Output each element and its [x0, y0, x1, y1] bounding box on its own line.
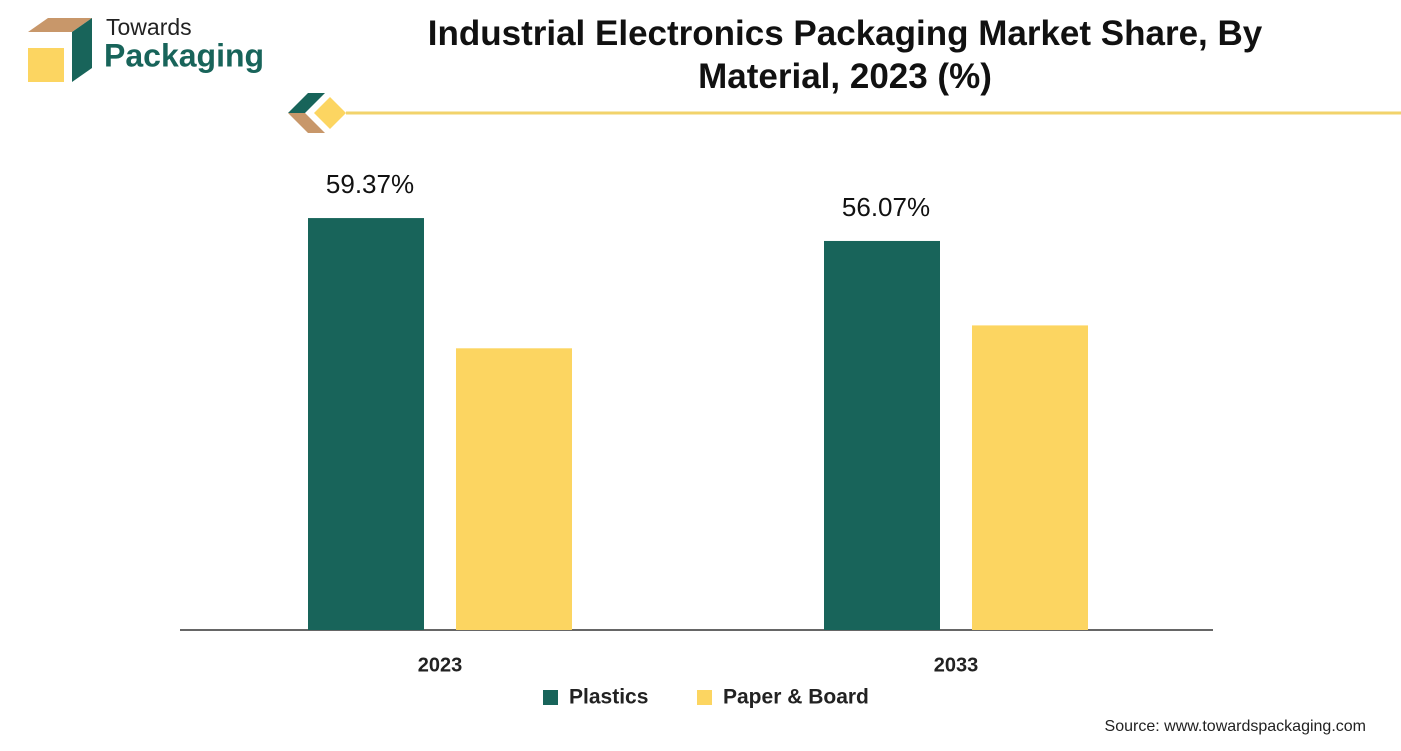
logo-box-front — [28, 48, 64, 82]
x-tick-label: 2023 — [418, 654, 463, 676]
legend-swatch — [697, 690, 712, 705]
data-label: 59.37% — [326, 169, 414, 199]
bar — [456, 348, 572, 630]
logo-box-top — [28, 18, 92, 32]
bar — [824, 240, 940, 631]
logo-line2: Packaging — [104, 37, 264, 73]
legend-label: Paper & Board — [723, 686, 869, 709]
legend-swatch — [543, 690, 558, 705]
deco-shape — [288, 93, 325, 113]
chart-title: Industrial Electronics Packaging Market … — [427, 14, 1263, 96]
legend-label: Plastics — [569, 686, 648, 709]
deco-shape — [288, 113, 325, 133]
bar — [308, 218, 424, 630]
logo-line1: Towards — [106, 14, 192, 40]
logo-box-side — [72, 18, 92, 82]
x-tick-label: 2033 — [934, 654, 979, 676]
deco-diamond — [314, 97, 346, 129]
data-label: 56.07% — [842, 192, 930, 222]
logo: Towards Packaging — [28, 14, 264, 82]
source: Source: www.towardspackaging.com — [1105, 718, 1366, 735]
bar — [972, 325, 1088, 630]
